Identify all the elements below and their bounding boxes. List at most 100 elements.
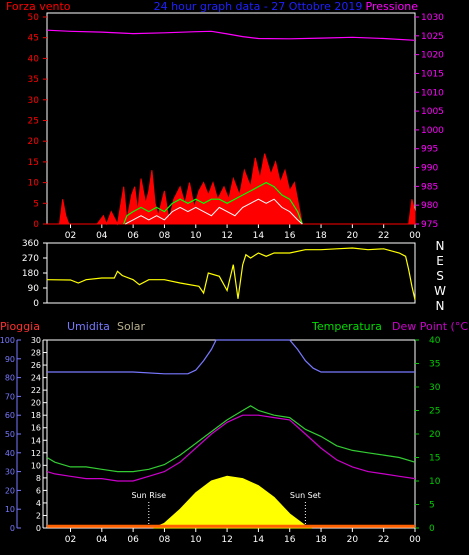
y-left-tick-label: 180 (22, 269, 39, 279)
x-tick-label: 20 (347, 231, 359, 241)
y-left-tick-label: 40 (28, 54, 40, 64)
humidity-tick-label: 0 (10, 524, 15, 533)
x-tick-label: 12 (221, 535, 232, 545)
series-rain (47, 524, 415, 528)
temp-tick-label: 25 (429, 407, 440, 417)
axis2-tick-label: 26 (31, 361, 41, 370)
axis2-tick-label: 6 (36, 486, 41, 495)
y-right-tick-label: 990 (421, 164, 438, 174)
compass-label: W (434, 284, 446, 298)
y-right-tick-label: 1000 (421, 126, 444, 136)
legend-rain: Pioggia (0, 320, 40, 333)
axis2-tick-label: 0 (36, 524, 41, 533)
x-tick-label: 18 (315, 231, 327, 241)
x-tick-label: 22 (378, 231, 389, 241)
y-left-tick-label: 25 (28, 117, 39, 127)
climate-chart: 0102030405060708090100024681012141618202… (0, 336, 441, 545)
x-tick-label: 00 (409, 535, 421, 545)
series-temperature (46, 405, 416, 473)
temp-tick-label: 30 (429, 383, 441, 393)
x-tick-label: 10 (190, 535, 202, 545)
y-left-tick-label: 35 (28, 75, 39, 85)
x-tick-label: 02 (65, 535, 76, 545)
legend-temperature: Temperatura (311, 320, 382, 333)
x-tick-label: 16 (284, 231, 296, 241)
series-pressure (46, 29, 416, 41)
series-wind-low (125, 198, 303, 225)
y-left-tick-label: 0 (33, 220, 39, 230)
legend-solar: Solar (117, 320, 146, 333)
y-right-tick-label: 1030 (421, 13, 444, 23)
y-right-tick-label: 1020 (421, 51, 444, 61)
x-tick-label: 06 (127, 535, 139, 545)
x-tick-label: 08 (159, 231, 171, 241)
humidity-tick-label: 50 (5, 430, 15, 439)
humidity-tick-label: 80 (5, 374, 15, 383)
y-right-tick-label: 975 (421, 220, 438, 230)
axis2-tick-label: 18 (31, 411, 41, 420)
series-dewpoint (46, 414, 416, 482)
axis2-tick-label: 14 (31, 436, 41, 445)
humidity-tick-label: 70 (5, 392, 15, 401)
x-tick-label: 22 (378, 535, 389, 545)
wind-speed-label: Forza vento (6, 0, 71, 13)
compass-label: N (436, 299, 445, 313)
axis2-tick-label: 20 (31, 399, 41, 408)
axis2-tick-label: 30 (31, 336, 41, 345)
temp-tick-label: 40 (429, 336, 441, 346)
y-left-tick-label: 15 (28, 158, 39, 168)
temp-tick-label: 15 (429, 454, 440, 464)
axis2-tick-label: 4 (36, 499, 41, 508)
temp-tick-label: 35 (429, 360, 440, 370)
axis2-tick-label: 12 (31, 449, 41, 458)
y-left-tick-label: 270 (22, 254, 39, 264)
temp-tick-label: 20 (429, 430, 441, 440)
humidity-tick-label: 10 (5, 505, 15, 514)
x-tick-label: 04 (96, 535, 108, 545)
axis2-tick-label: 10 (31, 461, 41, 470)
y-left-tick-label: 90 (28, 284, 40, 294)
humidity-tick-label: 60 (5, 411, 15, 420)
compass-label: S (436, 269, 444, 283)
axis2-tick-label: 16 (31, 424, 41, 433)
y-right-tick-label: 1005 (421, 107, 444, 117)
y-right-tick-label: 1025 (421, 32, 444, 42)
x-tick-label: 08 (159, 535, 171, 545)
y-right-tick-label: 995 (421, 145, 438, 155)
x-tick-label: 14 (253, 535, 265, 545)
chart-title: 24 hour graph data - 27 Ottobre 2019 (154, 0, 363, 13)
x-tick-label: 20 (347, 535, 359, 545)
pressure-label: Pressione (366, 0, 419, 13)
axis2-tick-label: 28 (31, 349, 41, 358)
y-left-tick-label: 50 (28, 13, 40, 23)
humidity-tick-label: 40 (5, 449, 15, 458)
humidity-tick-label: 20 (5, 486, 15, 495)
x-tick-label: 16 (284, 535, 296, 545)
compass-label: N (436, 239, 445, 253)
axis2-tick-label: 22 (31, 386, 41, 395)
temp-tick-label: 5 (429, 501, 435, 511)
y-left-tick-label: 10 (28, 179, 40, 189)
x-tick-label: 00 (409, 231, 421, 241)
y-left-tick-label: 30 (28, 96, 40, 106)
series-wind-avg (123, 181, 303, 225)
series-humidity (47, 339, 415, 375)
temp-tick-label: 10 (429, 477, 441, 487)
y-right-tick-label: 1015 (421, 69, 444, 79)
y-left-tick-label: 0 (33, 299, 39, 309)
temp-tick-label: 0 (429, 524, 435, 534)
series-wind-direction (46, 247, 416, 300)
y-right-tick-label: 980 (421, 201, 438, 211)
sunset-label: Sun Set (290, 491, 321, 500)
x-tick-label: 18 (315, 535, 327, 545)
legend-dewpoint: Dew Point (°C) (392, 320, 469, 333)
x-tick-label: 10 (190, 231, 202, 241)
y-left-tick-label: 5 (33, 199, 39, 209)
sunrise-label: Sun Rise (131, 491, 166, 500)
humidity-tick-label: 90 (5, 355, 15, 364)
humidity-tick-label: 100 (0, 336, 15, 345)
x-tick-label: 12 (221, 231, 232, 241)
legend-humidity: Umidita (67, 320, 110, 333)
